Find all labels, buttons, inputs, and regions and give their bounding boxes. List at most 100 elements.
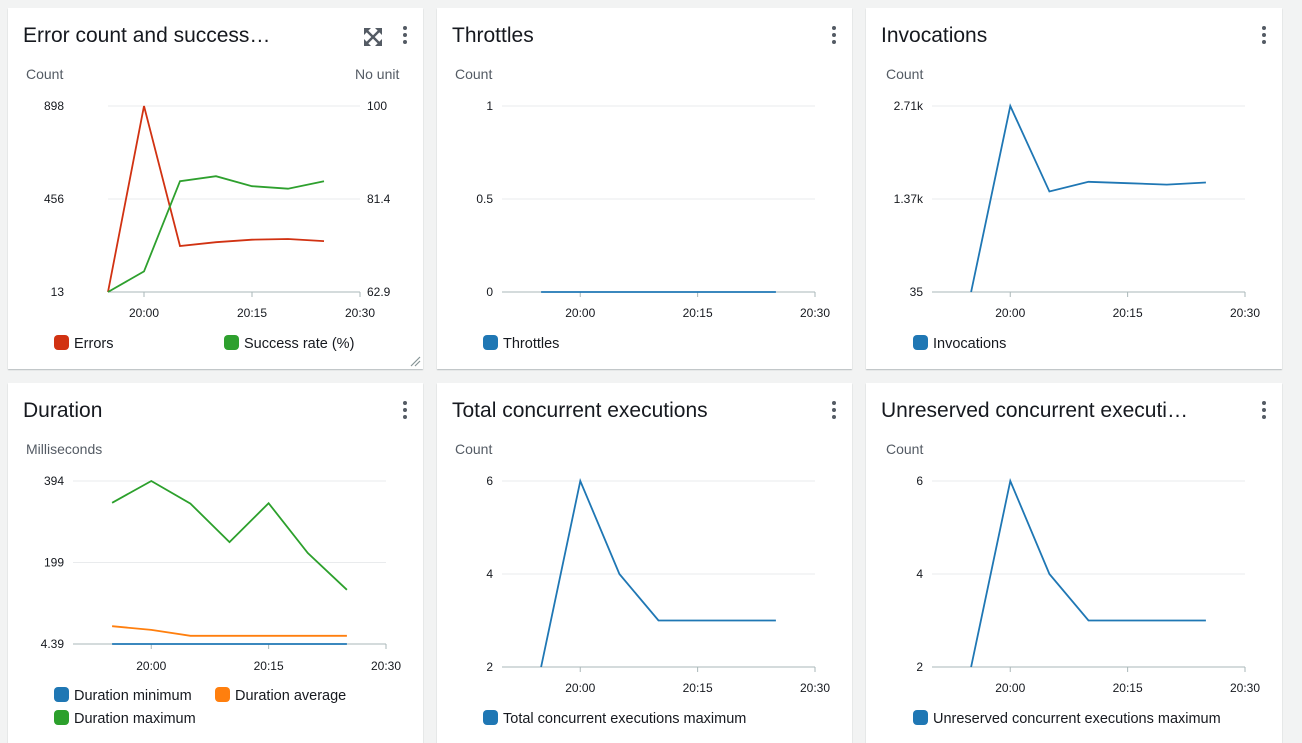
y-tick-label: 13 [51,285,65,299]
legend-unreserved-concurrent[interactable]: Unreserved concurrent executions maximum [913,710,1221,727]
y-tick-label: 1 [486,99,493,113]
x-tick-label: 20:30 [371,659,401,673]
chart-unreserved-concurrent-executions: 2 4 6 20:00 20:15 20:30 [916,474,1260,695]
resize-handle-icon[interactable] [409,355,421,367]
legend-swatch [483,710,498,725]
y-tick-label: 6 [486,474,493,488]
more-options-icon[interactable] [1254,22,1274,48]
more-options-icon[interactable] [1254,397,1274,423]
widget-total-concurrent-executions: Total concurrent executions Count 2 4 6 20:… [437,383,852,743]
y-axis-unit: Count [886,66,924,82]
legend-swatch [54,335,69,350]
y-tick-label: 2 [916,660,923,674]
x-tick-label: 20:30 [800,306,830,320]
x-tick-label: 20:30 [1230,681,1260,695]
x-tick-label: 20:00 [995,681,1025,695]
y-tick-label: 0 [486,285,493,299]
x-tick-label: 20:00 [129,306,159,320]
y-tick-label: 456 [44,192,64,206]
legend-errors[interactable]: Errors [54,335,113,352]
legend-swatch [215,687,230,702]
chart-total-concurrent-executions: 2 4 6 20:00 20:15 20:30 [486,474,830,695]
legend-label: Errors [74,336,114,352]
legend-duration-maximum[interactable]: Duration maximum [54,710,196,727]
chart-duration: 4.39 199 394 20:00 20:15 20:30 [41,474,402,673]
legend-duration-minimum[interactable]: Duration minimum [54,687,192,704]
widget-duration: Duration Milliseconds 4.39 199 394 20:00 20:… [8,383,423,743]
legend-label: Duration average [235,688,347,704]
x-tick-label: 20:30 [345,306,375,320]
legend-total-concurrent[interactable]: Total concurrent executions maximum [483,710,746,727]
legend-throttles[interactable]: Throttles [483,335,559,352]
series-line [970,103,1206,293]
chart-error-count: 13 456 898 62.9 81.4 100 20:00 20:15 20:30 [44,99,391,320]
more-options-icon[interactable] [824,22,844,48]
y-tick-label-right: 100 [367,99,387,113]
x-tick-label: 20:15 [1113,681,1143,695]
widget-invocations: Invocations Count 35 1.37k 2.71k 20:00 20:15… [866,8,1282,369]
series-line [112,625,347,637]
y-axis-unit: Count [886,441,924,457]
x-tick-label: 20:00 [565,681,595,695]
legend-swatch [483,335,498,350]
widget-throttles: Throttles Count 0 0.5 1 20:00 20:15 20:30 Thr… [437,8,852,369]
x-tick-label: 20:00 [136,659,166,673]
chart-invocations: 35 1.37k 2.71k 20:00 20:15 20:30 [894,99,1261,320]
x-tick-label: 20:00 [995,306,1025,320]
y-tick-label: 2 [486,660,493,674]
more-options-icon[interactable] [824,397,844,423]
chart-throttles: 0 0.5 1 20:00 20:15 20:30 [476,99,830,320]
legend-label: Invocations [933,336,1007,352]
legend-label: Total concurrent executions maximum [503,711,747,727]
legend-swatch [913,335,928,350]
series-line [111,479,348,591]
x-tick-label: 20:15 [683,306,713,320]
y-tick-label-right: 62.9 [367,285,391,299]
y-axis-unit: Count [455,441,493,457]
legend-invocations[interactable]: Invocations [913,335,1006,352]
y-tick-label-right: 81.4 [367,192,391,206]
x-tick-label: 20:30 [800,681,830,695]
series-line [970,477,1206,668]
y-axis-unit: Count [455,66,493,82]
series-line [107,175,325,293]
y-tick-label: 4 [486,567,493,581]
more-options-icon[interactable] [395,397,415,423]
more-options-icon[interactable] [395,22,415,48]
y-tick-label: 4.39 [41,637,65,651]
legend-label: Duration maximum [74,711,196,727]
legend-swatch [54,710,69,725]
legend-success-rate[interactable]: Success rate (%) [224,335,354,352]
legend-swatch [54,687,69,702]
legend-label: Unreserved concurrent executions maximum [933,711,1221,727]
y-tick-label: 199 [44,556,64,570]
expand-icon[interactable] [362,26,384,48]
legend-duration-average[interactable]: Duration average [215,687,346,704]
y-tick-label: 0.5 [476,192,493,206]
x-tick-label: 20:15 [1113,306,1143,320]
x-tick-label: 20:15 [254,659,284,673]
y-tick-label: 898 [44,99,64,113]
y-axis-unit-right: No unit [355,66,400,82]
x-tick-label: 20:30 [1230,306,1260,320]
y-axis-unit-left: Count [26,66,64,82]
y-tick-label: 1.37k [894,192,924,206]
x-tick-label: 20:15 [683,681,713,695]
legend-label: Throttles [503,336,560,352]
legend-swatch [224,335,239,350]
y-tick-label: 2.71k [894,99,924,113]
series-line [107,105,325,293]
legend-swatch [913,710,928,725]
x-tick-label: 20:15 [237,306,267,320]
legend-label: Success rate (%) [244,336,355,352]
widget-error-count: Error count and success… Count No unit 1… [8,8,423,369]
y-tick-label: 4 [916,567,923,581]
y-tick-label: 35 [910,285,924,299]
legend-label: Duration minimum [74,688,192,704]
y-tick-label: 394 [44,474,64,488]
x-tick-label: 20:00 [565,306,595,320]
y-tick-label: 6 [916,474,923,488]
series-line [540,477,776,668]
y-axis-unit: Milliseconds [26,441,103,457]
